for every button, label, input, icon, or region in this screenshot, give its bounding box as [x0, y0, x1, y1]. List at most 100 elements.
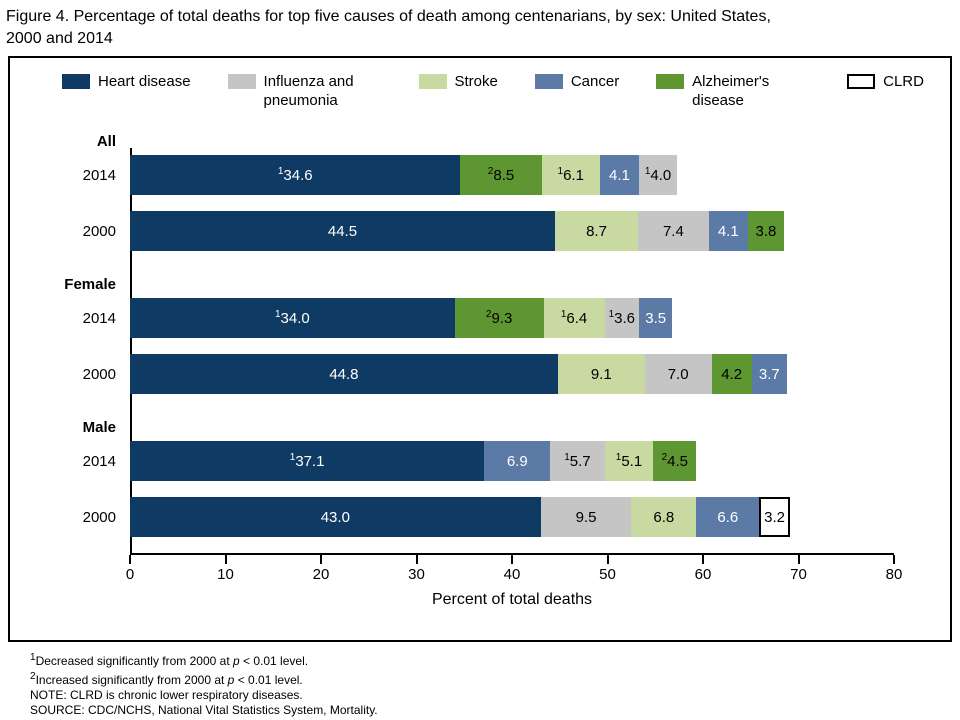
bar-segment-label: 4.1: [717, 222, 739, 240]
bar-segment-label: 29.3: [485, 309, 513, 327]
x-axis-tick-label: 70: [790, 566, 807, 583]
group-label-row: All: [10, 124, 950, 150]
bar-segment-label: 44.5: [327, 222, 358, 240]
stacked-bar: 44.5 8.7 7.4 4.1 3.8: [130, 211, 894, 251]
bar-segment-label: 137.1: [289, 452, 325, 470]
bar-segment-label: 24.5: [661, 452, 688, 470]
x-axis-tick-label: 10: [217, 566, 234, 583]
legend-swatch-icon: [534, 74, 563, 89]
bar-segment: 4.1: [599, 155, 639, 195]
x-axis-tick-label: 30: [408, 566, 425, 583]
bar-segment: 7.4: [638, 211, 709, 251]
x-axis-tick: [129, 555, 131, 564]
x-axis-tick-label: 40: [503, 566, 521, 583]
year-label: 2000: [82, 508, 116, 526]
bar-segment: 4.1: [708, 211, 748, 251]
stacked-bar: 134.6 28.5 16.1 4.1 14.0: [130, 155, 894, 195]
bar-segment-label: 6.6: [717, 508, 739, 526]
bar-segment: 8.7: [554, 211, 639, 251]
group-label-row: Female: [10, 267, 950, 293]
bar-segment: 43.0: [130, 497, 541, 537]
legend-label: Heart disease: [98, 73, 191, 90]
x-axis-tick: [797, 555, 800, 564]
year-label: 2014: [82, 452, 116, 470]
bar-segment: 3.8: [747, 211, 785, 251]
bar-segment: 134.0: [130, 298, 455, 338]
bar-segment: 24.5: [653, 441, 697, 481]
bar-track: 137.1 6.9 15.7 15.1 24.5: [130, 441, 894, 481]
legend-label: Influenza and pneumonia: [263, 73, 354, 109]
bar-segment: 9.5: [540, 497, 632, 537]
chart-rows: All 2014 134.6 28.5 16.1 4.1 14.0 2000 44.5 8.7 7.…: [10, 124, 950, 537]
year-label: 2000: [82, 365, 116, 383]
bar-segment-label: 16.4: [560, 309, 588, 327]
bar-segment-label: 3.5: [645, 309, 667, 327]
x-axis-tick-label: 0: [125, 566, 135, 583]
year-label: 2014: [82, 309, 116, 327]
bar-segment: 6.6: [696, 497, 760, 537]
bar-track: 43.0 9.5 6.8 6.6 3.2: [130, 497, 894, 537]
x-axis: 0 10 20 30 40 50 60 70 80: [10, 553, 950, 585]
footnote: SOURCE: CDC/NCHS, National Vital Statist…: [30, 703, 378, 717]
bar-segment: 7.0: [644, 354, 712, 394]
x-axis-tick-label: 60: [694, 566, 712, 583]
bar-segment: 13.6: [604, 298, 639, 338]
figure-title-line-1: Figure 4. Percentage of total deaths for…: [6, 8, 771, 25]
bar-track: 44.5 8.7 7.4 4.1 3.8: [130, 211, 894, 251]
legend-item: Cancer: [534, 72, 620, 91]
bar-segment: 16.1: [541, 155, 600, 195]
x-axis-tick: [606, 555, 609, 564]
bar-segment-label: 7.0: [667, 365, 689, 383]
legend-swatch-icon: [656, 74, 685, 89]
year-label: 2014: [82, 166, 116, 184]
bar-segment-label: 15.7: [564, 452, 591, 470]
figure-title-line-2: 2000 and 2014: [6, 30, 113, 47]
bar-track: 134.0 29.3 16.4 13.6 3.5: [130, 298, 894, 338]
bar-segment-label: 28.5: [487, 166, 515, 184]
legend-label: Cancer: [570, 73, 620, 90]
bar-row: 2000 43.0 9.5 6.8 6.6 3.2: [10, 497, 950, 537]
footnote: 1Decreased significantly from 2000 at p …: [30, 652, 309, 668]
bar-segment: 16.4: [543, 298, 605, 338]
year-label: 2000: [82, 222, 116, 240]
x-axis-tick: [511, 555, 513, 564]
bar-segment-label: 7.4: [662, 222, 684, 240]
group-label-row: Male: [10, 410, 950, 436]
bar-segment: 6.9: [484, 441, 551, 481]
bar-track: 134.6 28.5 16.1 4.1 14.0: [130, 155, 894, 195]
bar-segment: 28.5: [460, 155, 542, 195]
legend-item: Heart disease: [62, 72, 191, 91]
bar-segment-label: 3.7: [758, 365, 780, 383]
bar-segment: 137.1: [130, 441, 485, 481]
bar-segment: 6.8: [631, 497, 697, 537]
legend-item: Influenza and pneumonia: [227, 72, 382, 110]
x-axis-spacer: [10, 553, 130, 585]
bar-segment: 9.1: [557, 354, 645, 394]
bar-segment: 14.0: [638, 155, 678, 195]
legend-item: Alzheimer's disease: [656, 72, 810, 110]
bar-segment-label: 15.1: [615, 452, 643, 470]
bar-row: 2000 44.5 8.7 7.4 4.1 3.8: [10, 211, 950, 251]
footnote: 2Increased significantly from 2000 at p …: [30, 671, 303, 687]
stacked-bar: 44.8 9.1 7.0 4.2 3.7: [130, 354, 894, 394]
bar-row: 2014 134.6 28.5 16.1 4.1 14.0: [10, 155, 950, 195]
bar-row: 2000 44.8 9.1 7.0 4.2 3.7: [10, 354, 950, 394]
bar-segment: 3.2: [759, 497, 790, 537]
bar-segment: 29.3: [454, 298, 544, 338]
x-axis-tick-label: 20: [312, 566, 330, 583]
legend: Heart disease Influenza and pneumonia Stro…: [10, 70, 950, 110]
bar-segment: 15.7: [550, 441, 605, 481]
bar-row: 2014 137.1 6.9 15.7 15.1 24.5: [10, 441, 950, 481]
legend-item: CLRD: [847, 72, 924, 91]
x-axis-title-row: Percent of total deaths: [10, 585, 950, 615]
x-axis-tick: [702, 555, 704, 564]
bar-segment: 3.5: [638, 298, 673, 338]
bar-segment-label: 9.1: [590, 365, 612, 383]
bar-segment: 44.8: [130, 354, 558, 394]
group-label: Male: [82, 419, 116, 436]
footnotes: 1Decreased significantly from 2000 at p …: [0, 642, 960, 718]
x-axis-tick-label: 80: [885, 566, 903, 583]
x-axis-tick: [224, 555, 227, 564]
bar-segment: 3.7: [751, 354, 787, 394]
